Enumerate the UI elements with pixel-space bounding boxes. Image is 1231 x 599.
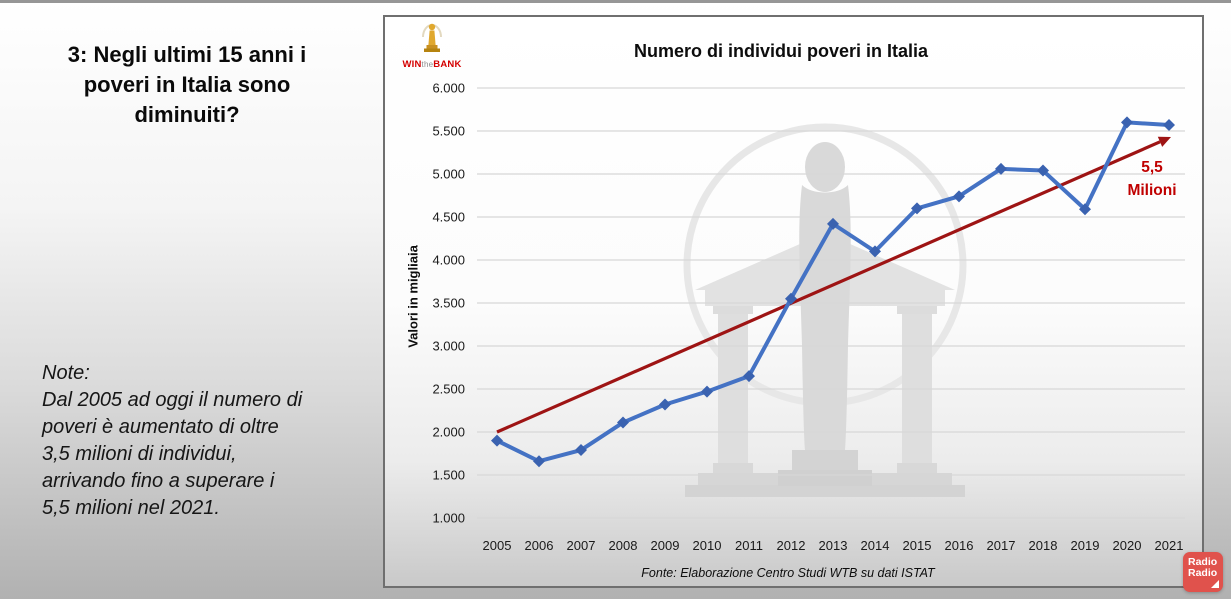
chart-source: Fonte: Elaborazione Centro Studi WTB su … [641,566,935,580]
data-point [995,162,1007,175]
wtb-statue-icon [422,23,442,52]
line-chart-plot: 6.000 5.500 5.000 4.500 4.000 3.500 3.000 2.500… [432,81,1185,553]
data-point [533,455,545,468]
annotation-value: 5,5 [1141,159,1163,176]
radio-logo-line: Radio [1188,567,1218,579]
x-tick-label: 2006 [525,538,554,553]
data-point [1037,164,1049,177]
x-tick-label: 2015 [903,538,932,553]
note-line: 5,5 milioni nel 2021. [42,497,220,519]
data-point [911,202,923,215]
data-point [1079,203,1091,216]
y-tick-label: 3.000 [432,339,465,354]
wtb-logo: WINtheBANK [391,21,473,70]
data-line [495,120,1171,464]
x-tick-label: 2018 [1029,538,1058,553]
radio-radio-logo: Radio Radio [1183,552,1223,592]
y-tick-label: 3.500 [432,296,465,311]
wtb-win: WIN [402,59,422,70]
x-tick-label: 2014 [861,538,890,553]
y-tick-label: 2.500 [432,382,465,397]
data-point [701,385,713,398]
radio-logo-triangle-icon [1211,580,1219,588]
data-point [869,245,881,258]
top-edge-bar [0,0,1231,3]
x-tick-label: 2019 [1071,538,1100,553]
x-tick-label: 2009 [651,538,680,553]
wtb-bank: BANK [433,59,462,70]
y-tick-label: 5.500 [432,124,465,139]
data-point [659,398,671,411]
x-tick-label: 2008 [609,538,638,553]
x-tick-label: 2011 [735,538,763,553]
y-tick-label: 4.000 [432,253,465,268]
y-tick-label: 4.500 [432,210,465,225]
data-point [1163,118,1175,131]
x-tick-label: 2010 [693,538,722,553]
data-point [491,434,503,447]
data-point [1121,116,1133,129]
x-tick-label: 2016 [945,538,974,553]
y-tick-label: 5.000 [432,167,465,182]
x-tick-label: 2017 [987,538,1016,553]
x-tick-label: 2020 [1113,538,1142,553]
data-point [617,416,629,429]
note-line: poveri è aumentato di oltre [42,416,279,438]
annotation-unit: Milioni [1127,182,1177,199]
note-title: Note: [42,362,90,384]
wtb-the: the [421,60,434,69]
data-point [743,370,755,383]
statue-temple-watermark-image [683,123,967,497]
data-point [953,190,965,203]
note-line: Dal 2005 ad oggi il numero di [42,389,303,411]
y-tick-label: 6.000 [432,81,465,96]
data-point [827,217,839,230]
y-axis-title: Valori in migliaia [405,245,421,348]
trend-annotation: 5,5 Milioni [1077,156,1227,202]
wtb-logo-text: WINtheBANK [391,60,473,70]
y-tick-label: 1.000 [432,511,465,526]
data-point [575,444,587,457]
x-tick-label: 2012 [777,538,806,553]
y-tick-label: 1.500 [432,468,465,483]
trend-line [496,140,1161,434]
question-heading: 3: Negli ultimi 15 anni i poveri in Ital… [67,42,307,127]
radio-logo-line: Radio [1188,556,1218,568]
trend-arrowhead [1157,136,1171,147]
data-point [785,292,797,305]
y-tick-label: 2.000 [432,425,465,440]
note-line: 3,5 milioni di individui, [42,443,237,465]
chart-title: Numero di individui poveri in Italia [633,41,929,61]
note-line: arrivando fino a superare i [42,470,275,492]
note-block: Note: Dal 2005 ad oggi il numero di pove… [42,360,302,522]
x-tick-label: 2021 [1155,538,1184,553]
chart-panel: 6.000 5.500 5.000 4.500 4.000 3.500 3.000 2.500… [383,15,1204,588]
x-tick-label: 2013 [819,538,848,553]
x-tick-label: 2007 [567,538,596,553]
x-tick-label: 2005 [483,538,512,553]
